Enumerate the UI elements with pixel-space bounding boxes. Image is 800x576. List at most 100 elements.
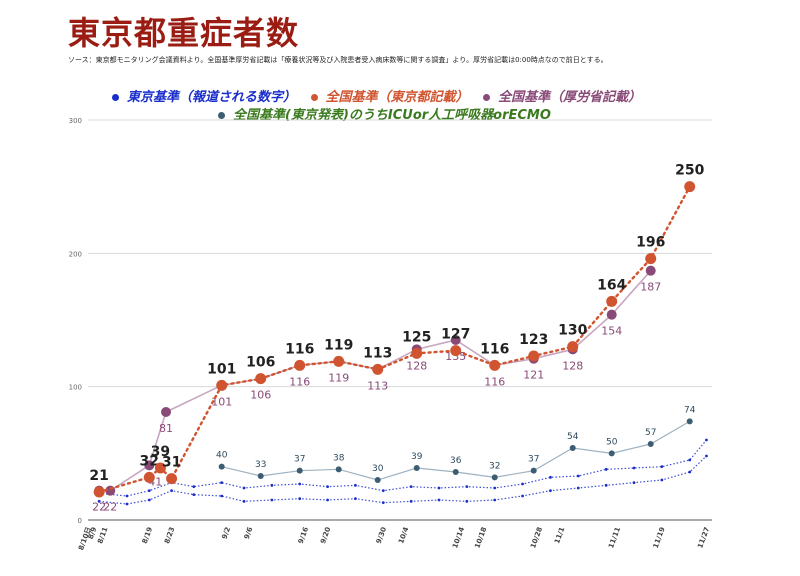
data-label-national-tokyo: 113 [363,345,392,361]
data-label-icu: 37 [294,455,305,465]
data-label-national-mhlw: 154 [601,325,622,338]
data-label-national-tokyo: 123 [519,332,548,348]
data-label-national-mhlw: 121 [523,369,544,382]
legend-dot-icu [218,112,225,119]
series-point-tokyo_low [242,499,246,503]
series-point-tokyo [437,486,441,490]
series-point-icu [491,474,498,481]
series-line-tokyo [99,439,707,497]
series-point-tokyo [493,486,497,490]
series-point-national-tokyo [294,359,306,371]
legend-label-national-mhlw: 全国基準（厚労省記載） [498,90,642,105]
series-point-national-tokyo [489,359,501,371]
series-point-tokyo_low [97,499,101,503]
series-point-national-mhlw [450,335,461,345]
x-tick-label: 11/27 [696,526,711,550]
series-point-tokyo [125,494,129,498]
series-point-tokyo_low [632,481,636,485]
series-point-national-tokyo [333,355,345,367]
data-label-national-tokyo: 127 [441,327,470,343]
legend-item-tokyo: 東京基準（報道される数字） [112,90,301,105]
series-point-tokyo_low [465,499,469,503]
data-label-national-mhlw: 81 [159,422,173,435]
series-point-national-tokyo [645,253,657,265]
x-tick-label: 11/19 [652,526,667,550]
x-tick-label: 10/4 [397,526,410,545]
series-point-icu [530,467,537,474]
data-label-icu: 38 [333,453,345,463]
x-tick-label: 9/6 [243,526,255,540]
x-tick-label: 9/2 [220,526,232,540]
series-point-tokyo_low [381,501,385,505]
series-point-tokyo_low [326,498,329,502]
data-label-national-mhlw: 116 [484,375,505,388]
legend-label-icu: 全国基準(東京発表)のうちICUor人工呼吸器orECMO [233,108,551,123]
series-point-tokyo_low [688,470,692,474]
series-point-tokyo [192,485,196,489]
data-label-national-tokyo: 250 [675,163,704,179]
legend-item-national-mhlw: 全国基準（厚労省記載） [483,90,641,105]
x-tick-label: 9/16 [297,526,310,545]
series-point-tokyo [147,489,151,493]
series-point-icu [647,441,654,447]
data-label-national-tokyo: 21 [89,468,108,484]
series-point-tokyo [632,466,636,470]
data-label-national-tokyo: 130 [558,323,587,339]
series-point-tokyo [409,485,413,489]
x-tick-label: 8/23 [163,526,176,545]
series-point-national-mhlw [144,460,155,471]
series-point-tokyo_low [409,499,413,503]
x-tick-label: 10/28 [529,526,544,550]
series-point-national-tokyo [93,486,105,498]
series-point-national-tokyo [567,341,579,353]
legend-dot-national-mhlw [483,94,491,101]
series-line-national-mhlw [99,270,652,492]
series-point-national-tokyo [528,350,540,362]
legend-row-1: 東京基準（報道される数字） 全国基準（東京都記載） 全国基準（厚労省記載） [112,86,651,105]
data-label-icu: 39 [411,452,423,462]
series-point-icu [452,469,459,475]
series-point-icu [374,477,381,483]
legend-item-icu: 全国基準(東京発表)のうちICUor人工呼吸器orECMO [218,108,551,123]
series-point-tokyo [242,486,246,490]
legend-item-national-tokyo: 全国基準（東京都記載） [310,90,474,105]
data-label-national-tokyo: 116 [285,341,314,357]
x-tick-label: 8/9 [87,526,99,540]
series-point-tokyo_low [192,493,196,497]
series-point-tokyo [549,475,552,479]
data-label-icu: 57 [645,428,656,438]
data-label-national-tokyo: 32 [140,453,159,469]
y-tick-label: 300 [69,117,82,125]
series-point-icu [686,418,693,425]
data-label-national-mhlw: 187 [640,281,661,294]
series-point-icu [257,473,264,479]
data-label-national-tokyo: 39 [151,444,170,460]
series-point-national-tokyo [166,473,178,485]
y-tick-label: 0 [78,517,82,525]
series-point-tokyo_low [220,494,224,498]
x-tick-label: 11/11 [607,526,622,550]
chart-title: 東京都重症者数 [68,14,300,52]
series-point-national-tokyo [372,363,384,375]
series-point-national-mhlw [645,265,656,276]
y-tick-label: 200 [69,250,82,258]
data-label-icu: 30 [372,464,384,474]
series-point-national-mhlw [161,407,171,417]
series-point-tokyo_low [437,498,441,502]
data-label-national-tokyo: 119 [324,337,353,353]
series-point-tokyo [688,458,692,462]
legend-dot-national-tokyo [310,94,318,101]
x-tick-label: 9/20 [319,526,332,545]
series-point-tokyo_low [125,502,129,506]
data-label-national-mhlw: 128 [406,359,427,372]
series-point-tokyo [465,485,469,489]
series-point-national-tokyo [143,471,155,483]
data-label-icu: 37 [528,455,539,465]
data-label-national-mhlw: 101 [211,395,232,408]
x-tick-label: 10/18 [473,526,488,550]
series-point-tokyo_low [298,497,302,501]
series-point-national-tokyo [606,295,618,307]
series-point-tokyo [381,489,385,493]
